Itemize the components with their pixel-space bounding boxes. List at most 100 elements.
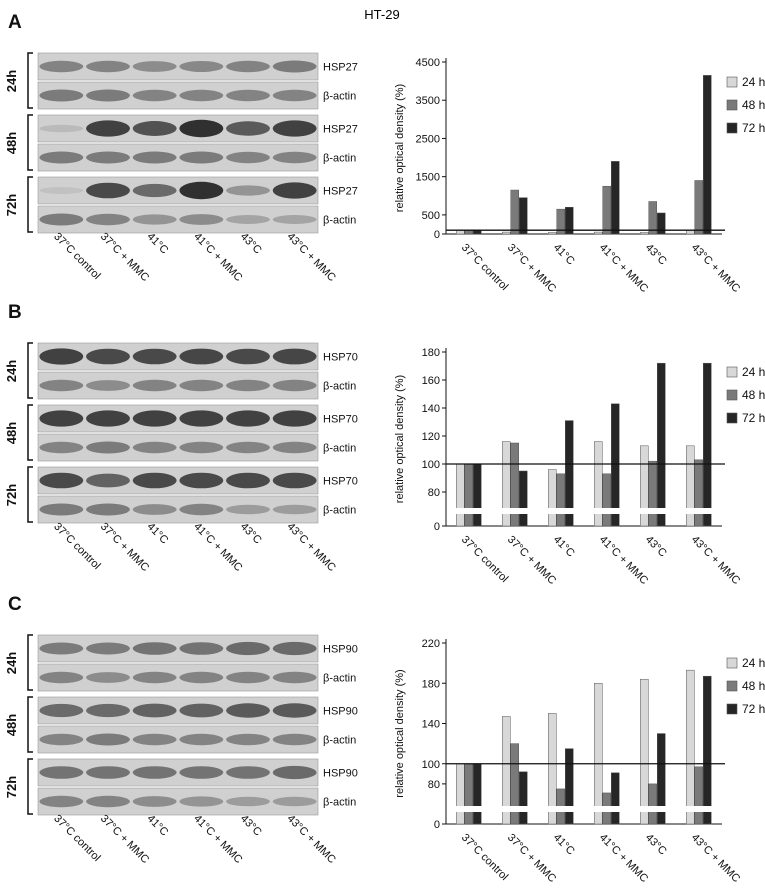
band-label: HSP90: [323, 768, 358, 780]
bar: [648, 783, 657, 825]
time-label: 24h: [4, 652, 19, 674]
bar: [694, 459, 703, 527]
legend-swatch: [726, 703, 738, 715]
blot-row-72h: 72h HSP27 β-actin: [4, 176, 358, 234]
bar: [594, 683, 603, 825]
blot-strip: [37, 433, 319, 462]
blot-band: [86, 120, 130, 137]
blot-band: [132, 733, 177, 746]
blot-band: [39, 703, 84, 718]
bar: [510, 743, 519, 825]
blot-band: [272, 796, 317, 807]
blot-band: [132, 121, 177, 136]
blot-band: [179, 642, 224, 655]
band-label: β-actin: [323, 215, 356, 227]
bar: [648, 201, 657, 235]
blot-condition-label: 41°C + MMC: [191, 813, 244, 866]
blot-band: [132, 214, 177, 225]
blot-condition-label: 41°C + MMC: [191, 521, 244, 574]
bar: [602, 185, 611, 235]
blot-band: [132, 410, 177, 427]
blot-band: [179, 796, 224, 807]
blot-row-48h: 48h HSP90 β-actin: [4, 696, 358, 754]
bar: [464, 763, 473, 825]
band-label: HSP27: [323, 186, 358, 198]
time-label: 48h: [4, 422, 19, 444]
bar: [611, 403, 620, 527]
blot-band: [39, 503, 84, 516]
bar: [657, 212, 666, 235]
x-tick-label: 37°C + MMC: [505, 832, 558, 885]
y-axis-label: relative optical density (%): [394, 84, 406, 212]
blot-band: [272, 641, 317, 656]
time-bracket: [27, 758, 33, 815]
blot-band: [179, 119, 224, 138]
figure-title: HT-29: [364, 7, 399, 22]
bar: [602, 473, 611, 527]
blot-condition-label: 43°C: [238, 231, 264, 257]
blot-band: [39, 151, 84, 164]
bar: [565, 420, 574, 527]
blot-band: [226, 410, 270, 427]
bar: [565, 748, 574, 825]
blot-band: [226, 215, 270, 224]
chart-1: 0 500 1500 2500 3500 4500 relative optical den…: [394, 57, 765, 295]
blot-band: [86, 410, 130, 427]
blot-strip: [37, 696, 319, 725]
legend-label: 72 h: [742, 702, 765, 716]
blot-condition-label: 37°C + MMC: [98, 231, 151, 284]
blot-band: [272, 765, 317, 780]
panel-B: B 24h HSP70 β-actin 48h HSP70 β-actin 72h HSP70 β…: [4, 302, 358, 574]
blot-band: [179, 503, 224, 516]
legend-swatch: [726, 122, 738, 134]
blot-strip: [37, 663, 319, 692]
bar: [594, 441, 603, 527]
blot-strip: [37, 143, 319, 172]
blot-band: [272, 182, 317, 199]
blot-strip: [37, 52, 319, 81]
blot-condition-label: 41°C: [145, 231, 171, 257]
axis-break: [448, 508, 724, 514]
panel-letter: A: [8, 12, 22, 33]
blot-band: [39, 379, 84, 392]
legend-swatch: [726, 389, 738, 401]
blot-band: [226, 185, 270, 196]
x-tick-label: 37°C control: [459, 534, 510, 585]
legend-swatch: [726, 657, 738, 669]
blot-strip: [37, 114, 319, 143]
blot-band: [39, 766, 84, 779]
blot-band: [86, 672, 130, 683]
x-tick-label: 41°C: [551, 242, 577, 268]
y-tick-label: 500: [422, 210, 440, 222]
time-bracket: [27, 634, 33, 691]
legend-swatch: [726, 76, 738, 88]
blot-band: [86, 795, 130, 808]
blot-band: [39, 472, 84, 489]
blot-band: [179, 181, 224, 200]
bar: [510, 189, 519, 235]
time-bracket: [27, 52, 33, 109]
blot-condition-label: 37°C + MMC: [98, 813, 151, 866]
blot-band: [272, 671, 317, 684]
y-tick-label: 4500: [416, 57, 440, 69]
blot-band: [226, 472, 270, 489]
blot-band: [179, 214, 224, 225]
x-tick-label: 43°C + MMC: [689, 242, 742, 295]
y-tick-label: 100: [422, 759, 440, 771]
blot-band: [132, 703, 177, 718]
blot-band: [86, 89, 130, 102]
blot-band: [132, 671, 177, 684]
legend-label: 72 h: [742, 411, 765, 425]
bar: [648, 460, 657, 527]
blot-band: [272, 504, 317, 515]
y-tick-label: 1500: [416, 172, 440, 184]
blot-band: [39, 671, 84, 684]
blot-strip: [37, 495, 319, 524]
bar: [686, 669, 695, 825]
blot-band: [272, 60, 317, 73]
blot-band: [272, 348, 317, 365]
bar: [594, 231, 603, 235]
blot-band: [132, 348, 177, 365]
blot-band: [179, 441, 224, 454]
